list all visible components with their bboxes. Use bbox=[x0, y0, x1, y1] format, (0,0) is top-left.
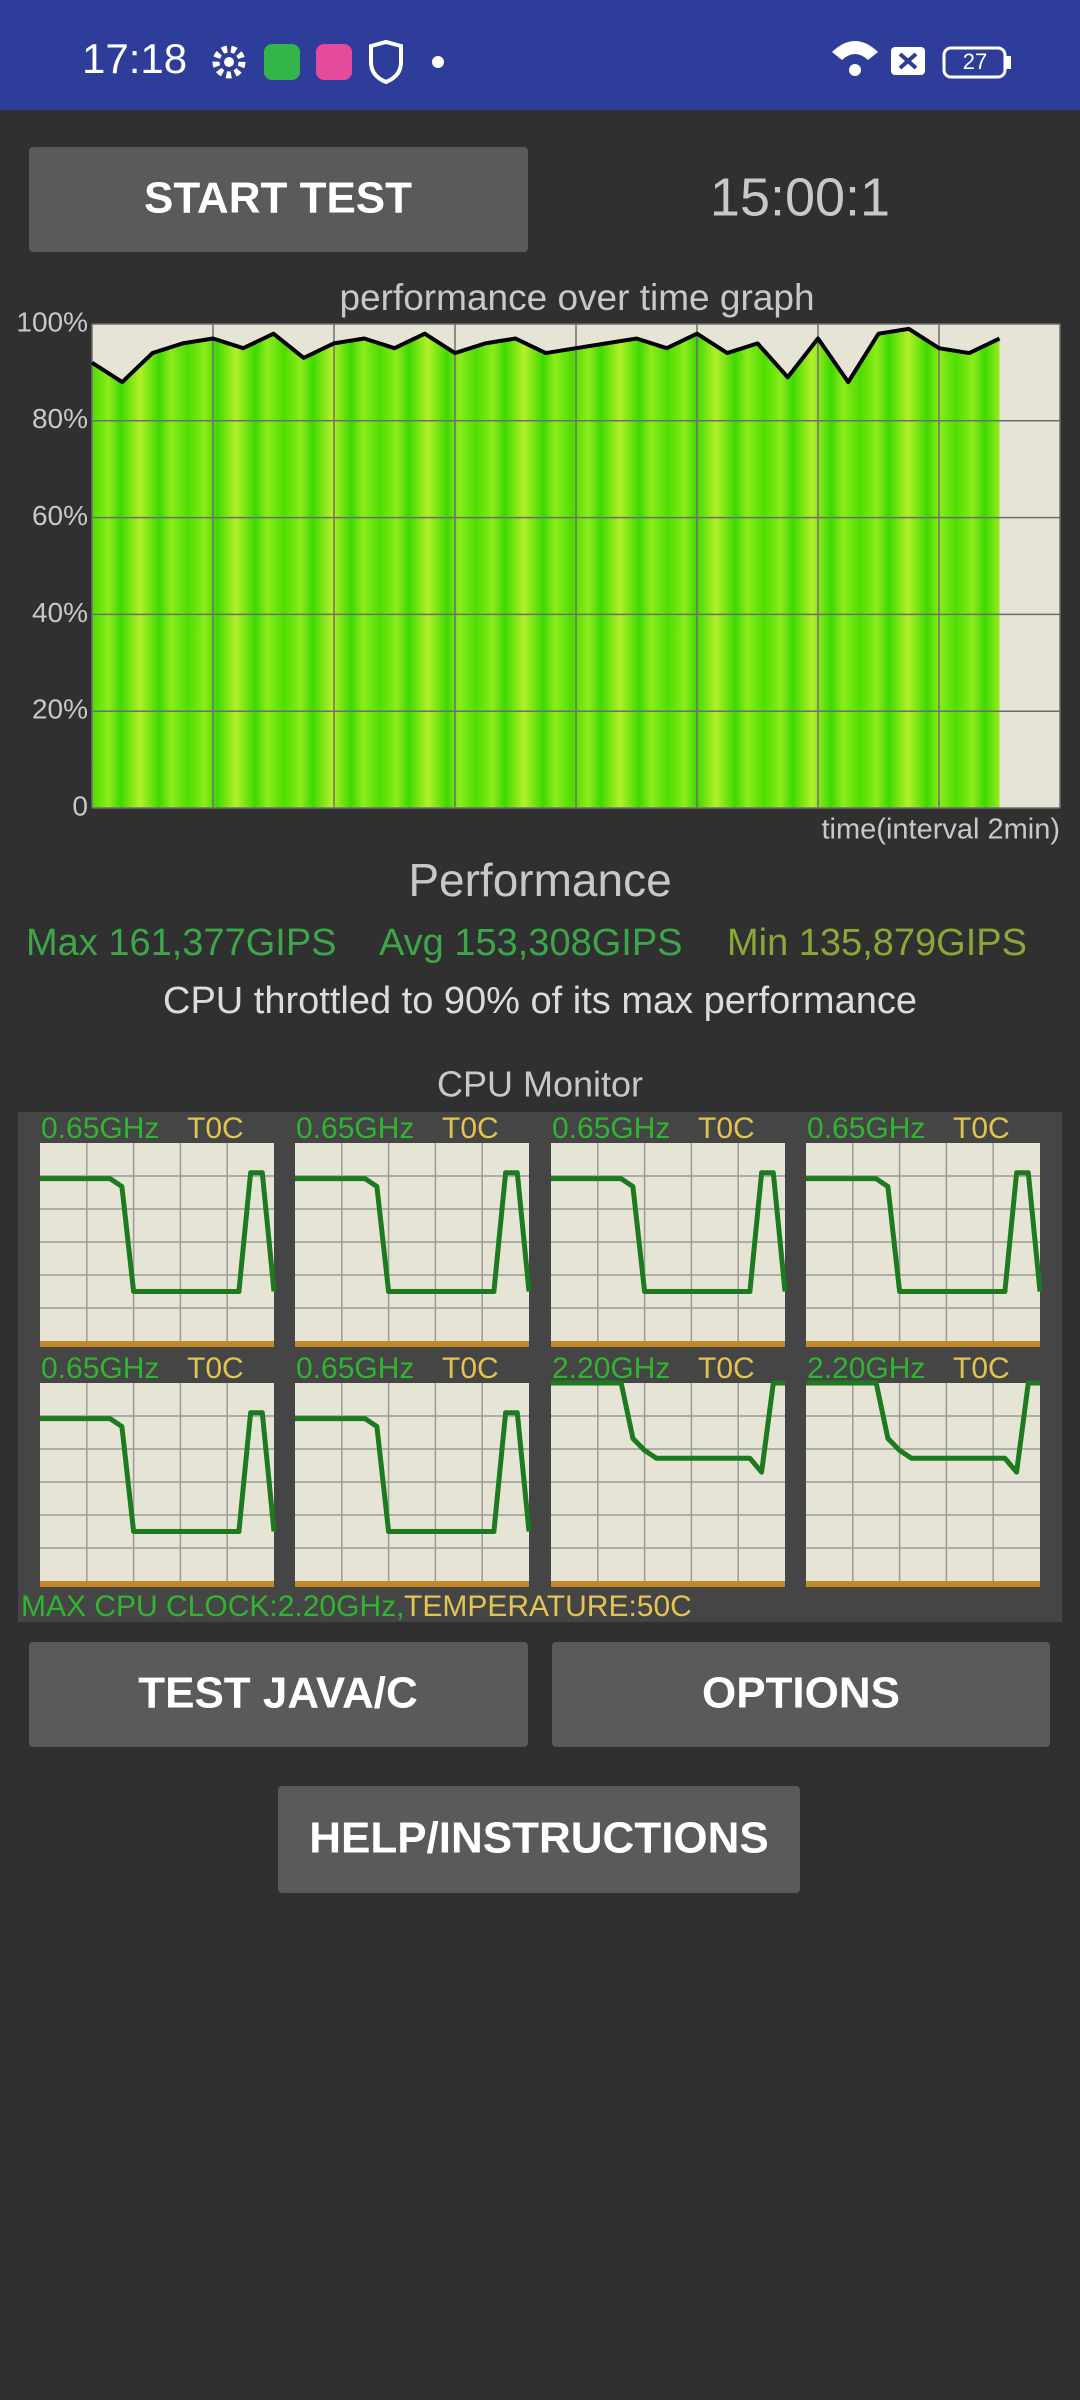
timer: 15:00:1 bbox=[710, 167, 890, 227]
y-tick-label: 80% bbox=[32, 403, 88, 434]
y-tick-label: 0 bbox=[72, 790, 88, 821]
core-temperature: T0C bbox=[953, 1112, 1010, 1145]
temperature: TEMPERATURE:50C bbox=[404, 1590, 692, 1623]
core-graph-base bbox=[295, 1341, 529, 1347]
throttle-note: CPU throttled to 90% of its max performa… bbox=[163, 980, 917, 1022]
core-temperature: T0C bbox=[698, 1352, 755, 1385]
core-graph-base bbox=[806, 1341, 1040, 1347]
cpu-cores: 0.65GHz T0C 0.65GHz T0C 0.65GHz T0C 0.65GHz T0C… bbox=[40, 1112, 1043, 1587]
x-axis-label: time(interval 2min) bbox=[822, 814, 1061, 846]
core-frequency: 0.65GHz bbox=[296, 1112, 414, 1145]
core-trace bbox=[295, 1170, 532, 1294]
core-frequency: 2.20GHz bbox=[552, 1352, 670, 1385]
help-label[interactable]: HELP/INSTRUCTIONS bbox=[309, 1814, 769, 1863]
y-tick-label: 60% bbox=[32, 500, 88, 531]
core-trace bbox=[806, 1170, 1043, 1294]
core-temperature: T0C bbox=[187, 1352, 244, 1385]
cpu-monitor-title: CPU Monitor bbox=[437, 1064, 643, 1105]
graph-title: performance over time graph bbox=[339, 277, 814, 318]
core-trace bbox=[551, 1380, 785, 1475]
graph: 0 20% 40% 60% 80% 100% bbox=[16, 306, 1061, 821]
core-frequency: 0.65GHz bbox=[296, 1352, 414, 1385]
core-frequency: 2.20GHz bbox=[807, 1352, 925, 1385]
core-graph-base bbox=[40, 1341, 274, 1347]
start-button-label[interactable]: START TEST bbox=[144, 174, 412, 223]
options-button[interactable] bbox=[552, 1642, 1050, 1747]
status-icons bbox=[212, 39, 1011, 85]
core-graph-base bbox=[551, 1341, 785, 1347]
core-trace bbox=[551, 1170, 788, 1294]
y-tick-label: 20% bbox=[32, 694, 88, 725]
y-tick-label: 40% bbox=[32, 597, 88, 628]
core-temperature: T0C bbox=[698, 1112, 755, 1145]
core-frequency: 0.65GHz bbox=[552, 1112, 670, 1145]
core-frequency: 0.65GHz bbox=[41, 1352, 159, 1385]
core-frequency: 0.65GHz bbox=[41, 1112, 159, 1145]
max-cpu-clock: MAX CPU CLOCK:2.20GHz, bbox=[21, 1590, 404, 1623]
core-temperature: T0C bbox=[953, 1352, 1010, 1385]
test-java-label[interactable]: TEST JAVA/C bbox=[138, 1669, 418, 1718]
core-trace bbox=[40, 1410, 277, 1534]
start-button[interactable] bbox=[29, 147, 528, 252]
core-trace bbox=[295, 1410, 532, 1534]
status-time: 17:18 bbox=[82, 35, 187, 82]
core-graph-base bbox=[295, 1581, 529, 1587]
core-temperature: T0C bbox=[187, 1112, 244, 1145]
performance-title: Performance bbox=[408, 854, 671, 906]
performance-area bbox=[92, 328, 1000, 808]
test-java-button[interactable] bbox=[29, 1642, 528, 1747]
options-label[interactable]: OPTIONS bbox=[702, 1669, 900, 1718]
help-button[interactable] bbox=[278, 1786, 800, 1893]
core-temperature: T0C bbox=[442, 1352, 499, 1385]
performance-line bbox=[90, 326, 1001, 385]
core-frequency: 0.65GHz bbox=[807, 1112, 925, 1145]
core-trace bbox=[806, 1380, 1040, 1475]
core-graph-base bbox=[806, 1581, 1040, 1587]
core-graph-base bbox=[551, 1581, 785, 1587]
battery-level: 27 bbox=[963, 49, 987, 74]
y-tick-label: 100% bbox=[16, 306, 88, 337]
core-trace bbox=[40, 1170, 277, 1294]
perf-max: Max 161,377GIPS bbox=[26, 922, 337, 964]
perf-min: Min 135,879GIPS bbox=[727, 922, 1027, 964]
perf-avg: Avg 153,308GIPS bbox=[379, 922, 683, 964]
core-temperature: T0C bbox=[442, 1112, 499, 1145]
core-graph-base bbox=[40, 1581, 274, 1587]
